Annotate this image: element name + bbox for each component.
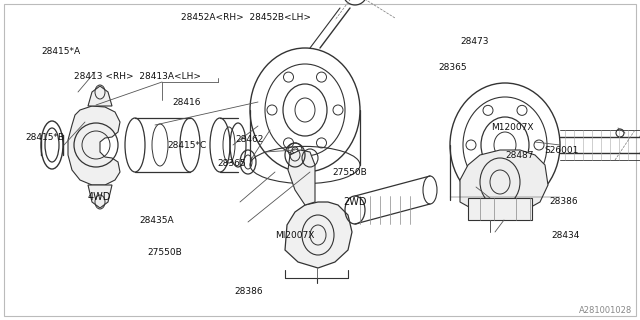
Polygon shape: [288, 150, 315, 205]
Text: M12007X: M12007X: [492, 124, 534, 132]
Text: 28452A<RH>  28452B<LH>: 28452A<RH> 28452B<LH>: [181, 13, 312, 22]
Polygon shape: [285, 202, 352, 268]
Text: Ml2007X: Ml2007X: [275, 231, 315, 240]
Text: 28413 <RH>  28413A<LH>: 28413 <RH> 28413A<LH>: [74, 72, 200, 81]
Text: 28415*C: 28415*C: [168, 141, 207, 150]
Polygon shape: [88, 86, 112, 106]
Text: 28415*B: 28415*B: [26, 133, 65, 142]
Text: 28462: 28462: [236, 135, 264, 144]
Text: 28473: 28473: [461, 37, 490, 46]
Polygon shape: [88, 185, 112, 208]
Bar: [468, 198, 532, 220]
Text: 28415*A: 28415*A: [42, 47, 81, 56]
Polygon shape: [68, 106, 120, 185]
Text: 4WD: 4WD: [88, 192, 111, 202]
Polygon shape: [460, 150, 548, 216]
Text: 27550B: 27550B: [333, 168, 367, 177]
Text: 28435A: 28435A: [140, 216, 174, 225]
Text: S26001: S26001: [544, 146, 579, 155]
Text: 28386: 28386: [234, 287, 262, 296]
Text: 28386: 28386: [549, 197, 578, 206]
Text: 28365: 28365: [438, 63, 467, 72]
Text: 28416: 28416: [173, 98, 202, 107]
Text: A281001028: A281001028: [579, 306, 632, 315]
Text: 28487: 28487: [506, 151, 534, 160]
Text: 28365: 28365: [218, 159, 246, 168]
Text: 2WD: 2WD: [344, 196, 367, 207]
Text: 28434: 28434: [552, 231, 580, 240]
Text: 27550B: 27550B: [147, 248, 182, 257]
